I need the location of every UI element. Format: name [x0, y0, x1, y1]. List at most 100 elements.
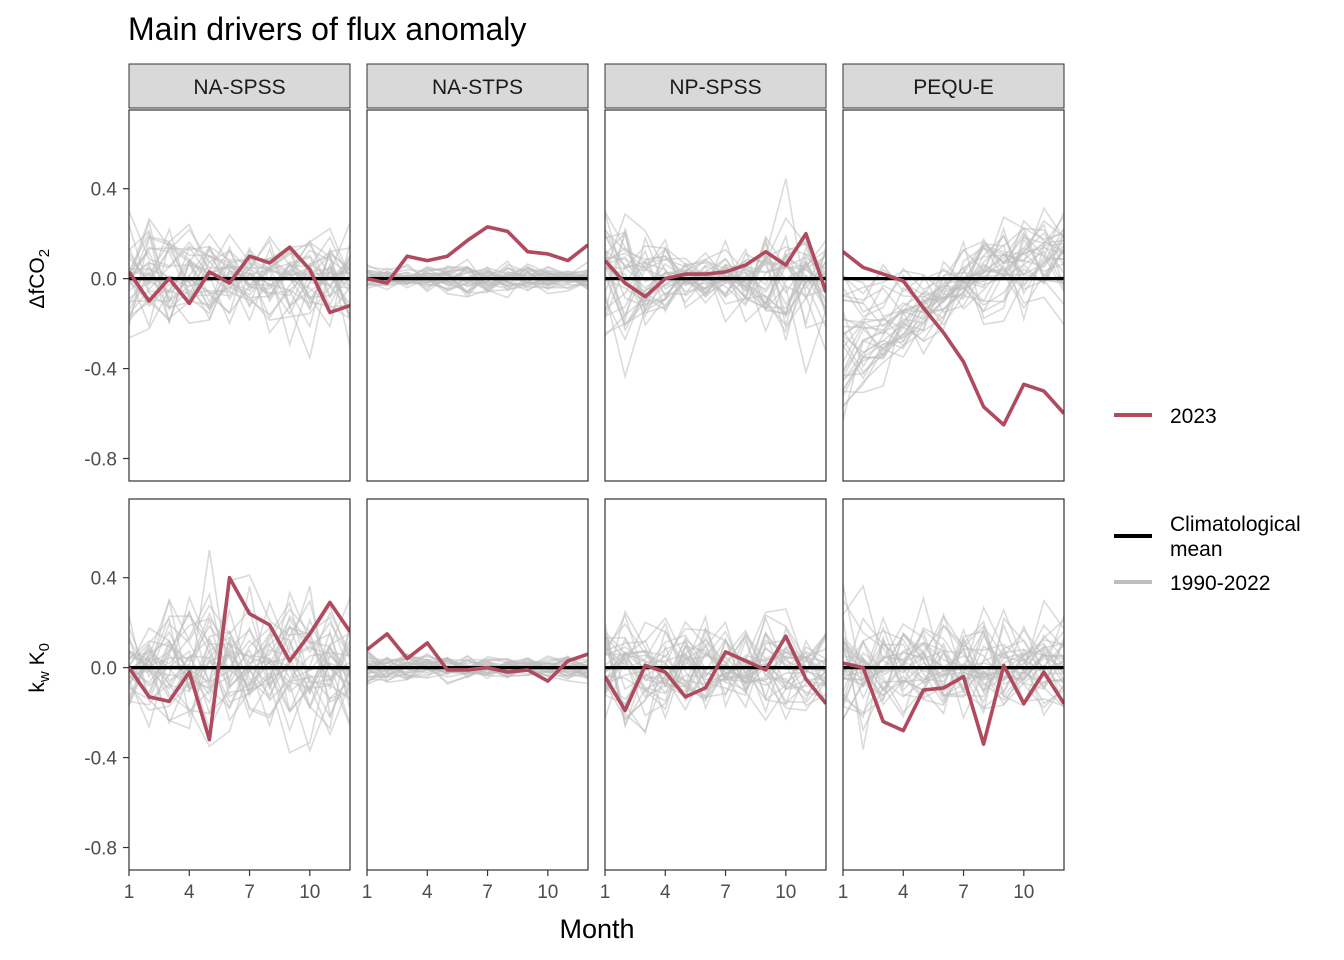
- panel-r1-na-stps: [366, 109, 589, 482]
- history-year-line: [605, 235, 826, 302]
- panel-lines: [129, 210, 350, 361]
- x-axis-title: Month: [559, 914, 634, 944]
- panel-r2-pequ-e: 1 4 7 10: [838, 498, 1065, 903]
- strip-na-stps: [366, 63, 589, 109]
- history-year-line: [843, 256, 1064, 391]
- x-tick-label: 7: [244, 882, 255, 903]
- y-axis-title-row2: kw K0: [26, 643, 53, 693]
- series-2023-line: [129, 575, 350, 742]
- y-axis-titles: ΔfCO2 kw K0: [26, 249, 53, 693]
- history-year-line: [605, 211, 826, 294]
- legend: 2023 Climatological mean 1990-2022: [1114, 405, 1301, 595]
- x-tick-label: 7: [958, 882, 969, 903]
- strip-pequ-e: [842, 63, 1065, 109]
- x-tick-label: 4: [898, 882, 909, 903]
- history-year-line: [843, 641, 1064, 700]
- legend-label-1990-2022: 1990-2022: [1170, 572, 1270, 595]
- y-tick-label: -0.4: [84, 749, 117, 770]
- history-year-line: [605, 630, 826, 690]
- strip-np-spss: [604, 63, 827, 109]
- chart-title: Main drivers of flux anomaly: [128, 11, 526, 47]
- history-year-line: [605, 240, 826, 319]
- x-tick-label: 4: [184, 882, 195, 903]
- history-year-line: [843, 584, 1064, 695]
- history-year-line: [129, 650, 350, 754]
- history-year-line: [843, 639, 1064, 710]
- legend-label-climatological-mean-line1: Climatological: [1170, 513, 1301, 536]
- history-year-line: [843, 630, 1064, 706]
- strip-label-na-stps: NA-STPS: [432, 76, 523, 99]
- history-year-line: [843, 614, 1064, 682]
- panel-r2-na-spss: 0.4 0.0 -0.4 -0.8 1 4 7 10: [84, 498, 351, 903]
- strip-label-np-spss: NP-SPSS: [669, 76, 761, 99]
- y-tick-label: -0.4: [84, 360, 117, 381]
- strip-label-pequ-e: PEQU-E: [913, 76, 994, 99]
- x-tick-label: 1: [600, 882, 611, 903]
- x-tick-label: 1: [124, 882, 135, 903]
- x-tick-label: 1: [362, 882, 373, 903]
- panel-r1-pequ-e: [842, 109, 1065, 482]
- panel-lines: [605, 178, 826, 380]
- panel-r1-np-spss: [604, 109, 827, 482]
- history-year-line: [605, 616, 826, 722]
- panel-border: [604, 498, 827, 871]
- history-year-line: [843, 635, 1064, 716]
- panel-border: [842, 109, 1065, 482]
- x-tick-label: 10: [537, 882, 558, 903]
- series-2023-line: [605, 231, 826, 299]
- history-year-line: [129, 219, 350, 311]
- y-tick-label: -0.8: [84, 839, 117, 860]
- history-year-line: [843, 648, 1064, 709]
- history-year-line: [843, 246, 1064, 397]
- history-year-line: [605, 608, 826, 694]
- panel-background: [367, 499, 588, 870]
- history-year-line: [129, 637, 350, 748]
- x-tick-label: 4: [422, 882, 433, 903]
- history-year-line: [843, 211, 1064, 394]
- panel-border: [366, 498, 589, 871]
- history-year-line: [843, 219, 1064, 380]
- panel-lines: [367, 225, 588, 299]
- history-year-line: [843, 219, 1064, 328]
- history-year-line: [129, 549, 350, 714]
- y-axis-title-row1: ΔfCO2: [26, 249, 53, 309]
- y-tick-label: 0.0: [91, 270, 117, 291]
- history-year-line: [129, 245, 350, 310]
- history-year-line: [129, 254, 350, 321]
- series-2023-line: [367, 632, 588, 683]
- series-2023-line: [843, 661, 1064, 746]
- panel-border: [128, 498, 351, 871]
- history-year-line: [129, 614, 350, 720]
- panel-border: [366, 109, 589, 482]
- y-tick-label: 0.4: [91, 569, 118, 590]
- history-year-line: [129, 247, 350, 301]
- series-2023-line: [129, 245, 350, 315]
- strip-label-na-spss: NA-SPSS: [193, 76, 285, 99]
- series-2023-line: [605, 634, 826, 713]
- panel-lines: [843, 206, 1064, 427]
- panel-border: [128, 109, 351, 482]
- legend-label-climatological-mean-line2: mean: [1170, 538, 1223, 561]
- legend-label-2023: 2023: [1170, 405, 1217, 428]
- panel-border: [604, 109, 827, 482]
- y-tick-label: 0.0: [91, 659, 117, 680]
- history-year-line: [129, 591, 350, 698]
- history-year-line: [129, 259, 350, 323]
- history-year-line: [367, 273, 588, 295]
- panel-lines: [843, 584, 1064, 750]
- x-tick-label: 7: [482, 882, 493, 903]
- y-tick-label: 0.4: [91, 180, 118, 201]
- history-year-line: [843, 227, 1064, 408]
- history-year-line: [605, 641, 826, 722]
- x-tick-label: 10: [299, 882, 320, 903]
- history-year-line: [367, 659, 588, 682]
- strip-na-spss: [128, 63, 351, 109]
- history-year-line: [129, 227, 350, 309]
- panel-lines: [129, 549, 350, 754]
- history-year-line: [843, 237, 1064, 348]
- x-tick-label: 7: [720, 882, 731, 903]
- panel-lines: [367, 632, 588, 686]
- panel-background: [367, 110, 588, 481]
- x-tick-label: 10: [1013, 882, 1034, 903]
